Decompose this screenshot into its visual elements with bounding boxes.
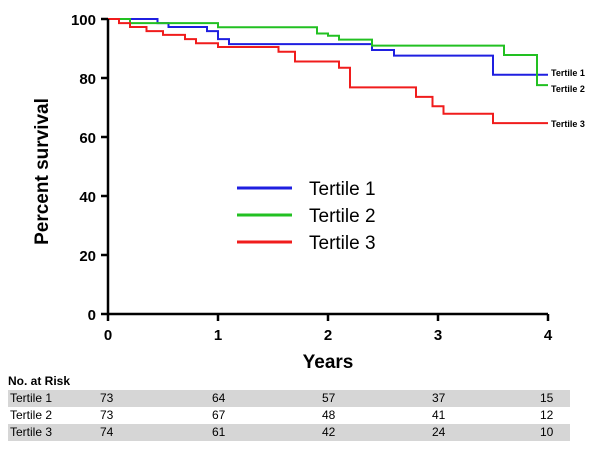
risk-table-row: Tertile 2 73 67 48 41 12 [8, 407, 570, 424]
series-line-tertile-1 [108, 18, 548, 76]
y-tick-label: 20 [79, 248, 96, 265]
x-tick-label: 3 [434, 327, 442, 344]
risk-cell: 73 [100, 408, 114, 422]
risk-cell: 12 [540, 408, 554, 422]
plot-lines [108, 18, 548, 125]
x-axis-title: Years [303, 352, 354, 372]
risk-table: No. at Risk Tertile 1 73 64 57 37 15 Tertile 2… [8, 373, 570, 441]
risk-cell: 41 [432, 408, 446, 422]
risk-cell: 48 [322, 408, 336, 422]
series-line-tertile-3 [108, 18, 548, 125]
risk-cell: 64 [212, 391, 226, 405]
risk-cell: 61 [212, 425, 226, 439]
risk-cell: 67 [212, 408, 226, 422]
end-label-tertile-2: Tertile 2 [551, 84, 585, 94]
risk-cell: 10 [540, 425, 554, 439]
risk-cell: 24 [432, 425, 446, 439]
y-tick-label: 40 [79, 189, 96, 206]
end-label-tertile-3: Tertile 3 [551, 119, 585, 129]
y-tick-label: 100 [71, 12, 96, 29]
legend-label-tertile-3: Tertile 3 [309, 233, 376, 254]
risk-table-row: Tertile 3 74 61 42 24 10 [8, 424, 570, 441]
risk-cell: 42 [322, 425, 336, 439]
risk-row-label: Tertile 1 [10, 391, 53, 405]
y-tick-label: 0 [88, 307, 96, 324]
risk-cell: 15 [540, 391, 554, 405]
risk-table-row: Tertile 1 73 64 57 37 15 [8, 390, 570, 407]
series-end-labels: Tertile 1 Tertile 2 Tertile 3 [551, 68, 585, 129]
y-axis-title: Percent survival [32, 98, 53, 245]
x-tick-label: 2 [324, 327, 332, 344]
legend-label-tertile-2: Tertile 2 [309, 206, 376, 227]
x-tick-label: 0 [104, 327, 112, 344]
legend-label-tertile-1: Tertile 1 [309, 179, 376, 200]
y-tick-label: 80 [79, 71, 96, 88]
risk-cell: 73 [100, 391, 114, 405]
risk-cell: 57 [322, 391, 336, 405]
risk-row-label: Tertile 3 [10, 425, 53, 439]
risk-row-label: Tertile 2 [10, 408, 53, 422]
y-tick-label: 60 [79, 130, 96, 147]
end-label-tertile-1: Tertile 1 [551, 68, 585, 78]
risk-cell: 74 [100, 425, 114, 439]
x-tick-label: 4 [544, 327, 553, 344]
series-line-tertile-2 [108, 18, 548, 87]
risk-cell: 37 [432, 391, 446, 405]
risk-table-rows: Tertile 1 73 64 57 37 15 Tertile 2 73 67 48 41 12 Te… [8, 390, 570, 441]
risk-table-title: No. at Risk [8, 374, 71, 388]
x-tick-label: 1 [214, 327, 222, 344]
axes [106, 19, 548, 316]
legend: Tertile 1 Tertile 2 Tertile 3 [237, 179, 376, 254]
